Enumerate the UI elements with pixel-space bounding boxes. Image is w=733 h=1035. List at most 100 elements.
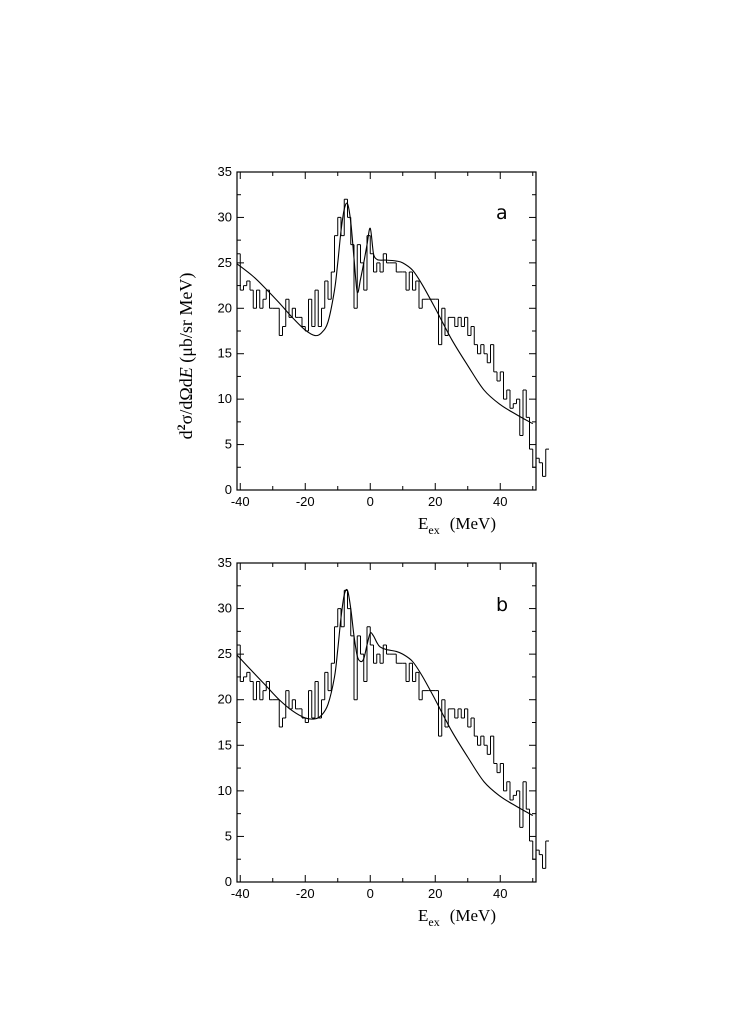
histogram-bin [545,840,549,869]
y-tick-label: 35 [218,555,232,570]
histogram-bin [353,635,358,701]
histogram-bin [486,745,491,755]
histogram-bin [334,626,338,664]
histogram-bin [415,671,419,682]
histogram-bin [282,325,286,336]
histogram-bin [324,671,328,700]
histogram-bin [373,645,377,664]
y-tick-label: 0 [225,482,232,497]
histogram-bin [454,317,458,327]
x-tick-label: -40 [231,886,250,901]
histogram-bin [327,281,332,300]
histogram-bin [285,690,289,718]
histogram-bin [239,253,244,291]
y-tick-label: 35 [218,164,232,179]
histogram-bin [503,763,507,792]
panel-a-tick-labels: 0 5 10 15 20 25 30 35 -40 -20 0 20 40 [218,164,508,509]
panel-b-marks [236,588,549,869]
y-tick-label: 20 [218,300,232,315]
histogram-bin [249,281,254,291]
histogram-bin [457,708,462,718]
histogram-bin [421,690,426,700]
histogram-bin [441,699,445,737]
histogram-bin [473,717,478,737]
histogram-bin [457,316,462,327]
histogram-bin [477,344,481,355]
histogram-bin [516,790,520,796]
histogram-bin [356,635,361,700]
panel-a-x-axis-title-main: E [418,514,428,533]
histogram-bin [480,735,484,746]
histogram-bin [535,457,540,468]
histogram-bin [418,672,423,701]
histogram-bin [522,781,527,828]
histogram-bin [324,280,328,309]
panel-a-ticks [237,171,536,491]
y-tick-label: 0 [225,874,232,889]
theory-curve [236,588,534,816]
x-tick-label: 40 [493,886,507,901]
histogram-bin [493,344,497,373]
histogram-bin [447,708,452,728]
histogram-bin [243,285,247,291]
histogram-bin [282,717,286,728]
histogram-bin [483,344,488,355]
histogram-bin [334,235,338,272]
histogram-bin [256,680,260,700]
panel-b: 0 5 10 15 20 25 30 35 -40 -20 0 20 40 b Eex (MeV) [218,555,549,929]
panel-b-frame [236,562,537,883]
histogram-bin [412,663,416,682]
histogram-bin [496,371,501,382]
x-tick-label: 20 [428,494,442,509]
histogram-bin [330,271,335,300]
histogram-bin [373,253,377,273]
histogram-bin [337,608,341,627]
y-tick-label: 10 [218,391,232,406]
histogram-bin [470,717,475,728]
histogram-bin [295,699,299,710]
panel-a: 0 5 10 15 20 25 30 35 -40 -20 0 20 40 a Eex (MeV) [218,164,549,537]
histogram-bin [509,390,514,409]
histogram-bin [486,353,491,364]
histogram-bin [317,290,322,327]
y-tick-label: 30 [218,601,232,616]
histogram-bin [542,462,546,477]
histogram-bin [246,671,250,677]
histogram-bin [538,458,543,464]
histogram-bin [308,298,312,331]
panel-b-label: b [496,594,508,616]
histogram-bin [525,781,530,810]
histogram-bin [386,253,390,264]
histogram-bin [421,298,426,309]
panel-a-label: a [496,202,508,224]
histogram-bin [412,271,416,291]
histogram-bin [460,708,465,719]
histogram-bin [467,317,471,337]
histogram-bin [538,850,543,856]
histogram-bin [314,680,319,718]
histogram-bin [506,389,510,400]
y-tick-label: 5 [225,437,232,452]
histogram-bin [438,299,442,346]
histogram-bin [444,308,449,337]
histogram-bin [490,344,494,363]
x-tick-label: 0 [367,494,374,509]
panel-b-x-axis-title-sub: ex [428,915,439,929]
histogram-bin [330,662,335,691]
histogram-bin [262,690,267,700]
y-axis-title-italic: E [176,367,196,379]
histogram-bin [467,708,471,728]
histogram-bin [321,307,325,327]
histogram-bin [444,699,449,728]
x-tick-label: 20 [428,886,442,901]
histogram-bin [366,626,371,682]
histogram-bin [379,654,384,664]
histogram-bin [379,262,384,273]
histogram-bin [343,198,348,236]
panel-a-marks [236,198,549,477]
y-tick-label: 25 [218,646,232,661]
x-tick-label: -40 [231,494,250,509]
y-tick-label: 20 [218,692,232,707]
histogram-bin [376,262,380,272]
y-axis-title-prefix: d [176,430,196,439]
